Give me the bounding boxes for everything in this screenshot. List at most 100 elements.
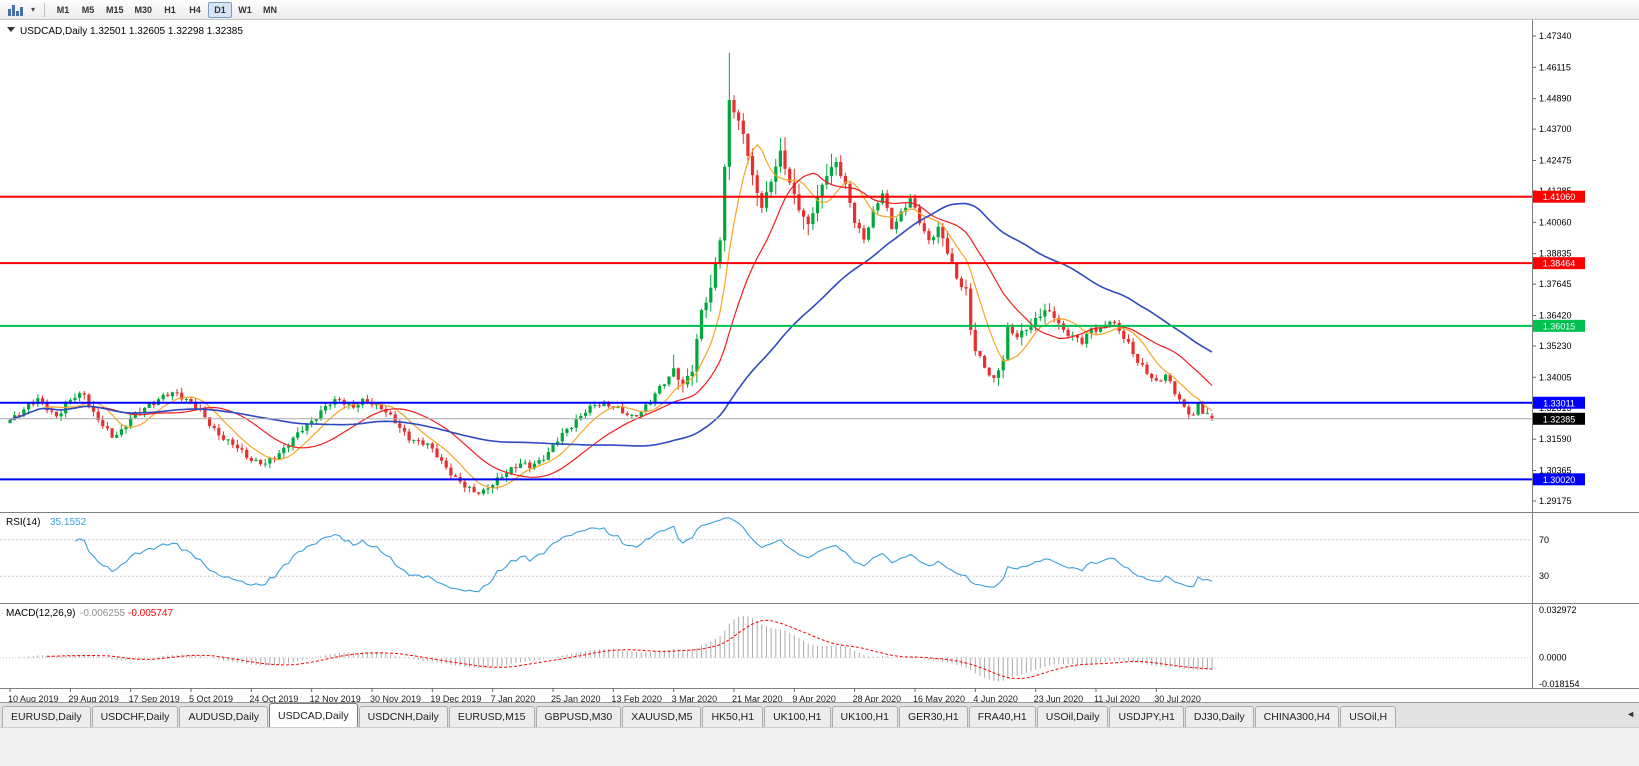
date-axis-label: 4 Jun 2020 (973, 694, 1018, 702)
chart-tab-uk100-h1[interactable]: UK100,H1 (831, 706, 898, 727)
price-axis-label: 1.42475 (1539, 155, 1572, 165)
date-axis-label: 5 Oct 2019 (189, 694, 233, 702)
timeframe-button-h4[interactable]: H4 (189, 4, 201, 15)
price-tag-label: 1.33011 (1543, 398, 1575, 408)
date-axis-label: 30 Jul 2020 (1154, 694, 1201, 702)
chart-tab-gbpusd-m30[interactable]: GBPUSD,M30 (535, 706, 622, 727)
price-axis-label: 1.30365 (1539, 465, 1572, 475)
date-axis-label: 28 Apr 2020 (853, 694, 902, 702)
macd-signal-line (47, 619, 1213, 680)
date-axis-label: 11 Jul 2020 (1094, 694, 1140, 702)
macd-title: MACD(12,26,9) (6, 608, 75, 619)
chart-tab-bar: EURUSD,Daily USDCHF,Daily AUDUSD,Daily USDC… (0, 702, 1639, 727)
date-axis-label: 9 Apr 2020 (792, 694, 836, 702)
chart-tab-usdcad-daily[interactable]: USDCAD,Daily (269, 703, 358, 727)
chart-tab-ger30-h1[interactable]: GER30,H1 (898, 706, 968, 727)
chart-tab-usdchf-daily[interactable]: USDCHF,Daily (91, 706, 179, 727)
price-tag-label: 1.41060 (1543, 192, 1576, 202)
timeframe-button-m15[interactable]: M15 (106, 4, 124, 15)
price-tag-label: 1.38464 (1543, 259, 1576, 269)
price-axis-label: 1.47340 (1539, 31, 1572, 41)
date-axis-label: 19 Dec 2019 (430, 694, 481, 702)
date-axis-label: 13 Feb 2020 (611, 694, 662, 702)
date-axis-label: 21 Mar 2020 (732, 694, 783, 702)
price-tag-pivot-green (1533, 319, 1585, 332)
date-axis-label: 30 Nov 2019 (370, 694, 421, 702)
chart-type-icon[interactable] (4, 2, 26, 18)
date-axis-label: 16 May 2020 (913, 694, 965, 702)
timeframe-button-h1[interactable]: H1 (164, 4, 176, 15)
price-tag-resistance-lower (1533, 257, 1585, 270)
chart-tab-china300-h4[interactable]: CHINA300,H4 (1254, 706, 1340, 727)
date-axis-label: 17 Sep 2019 (129, 694, 180, 702)
chart-background[interactable] (0, 20, 1639, 702)
tab-scroll-left-button[interactable]: ◄ (1626, 709, 1635, 719)
price-tag-support-lower (1533, 473, 1585, 486)
price-tag-label: 1.36015 (1543, 321, 1576, 331)
toolbar-separator (44, 2, 45, 17)
macd-histogram (18, 615, 1213, 682)
macd-panel (0, 615, 1532, 682)
date-axis-label: 10 Aug 2019 (8, 694, 59, 702)
rsi-value: 35.1552 (50, 517, 87, 528)
price-axis-label: 1.46115 (1539, 62, 1571, 72)
ma-line-20 (9, 172, 1213, 478)
timeframe-button-mn[interactable]: MN (263, 4, 278, 15)
chart-tab-xauusd-m5[interactable]: XAUUSD,M5 (622, 706, 702, 727)
price-axis-label: 1.43700 (1539, 124, 1572, 134)
price-axis-label: 1.34005 (1539, 372, 1572, 382)
ma-line-55 (9, 202, 1213, 447)
price-tag-support-upper (1533, 396, 1585, 409)
chart-tab-audusd-daily[interactable]: AUDUSD,Daily (179, 706, 269, 727)
price-tag-resistance-upper (1533, 190, 1585, 203)
chart-tab-usoil-daily[interactable]: USOil,Daily (1036, 706, 1109, 727)
chart-tab-uk100-h1[interactable]: UK100,H1 (764, 706, 831, 727)
chart-window: 1.473401.461151.448901.437001.424751.412… (0, 20, 1639, 704)
price-axis-label: 1.31590 (1539, 434, 1572, 444)
chart-tab-usdjpy-h1[interactable]: USDJPY,H1 (1109, 706, 1184, 727)
chart-tab-eurusd-daily[interactable]: EURUSD,Daily (2, 706, 91, 727)
date-axis-label: 3 Mar 2020 (672, 694, 718, 702)
date-axis-label: 12 Nov 2019 (310, 694, 361, 702)
chart-tab-usdcnh-daily[interactable]: USDCNH,Daily (358, 706, 448, 727)
chart-tab-eurusd-m15[interactable]: EURUSD,M15 (448, 706, 535, 727)
macd-axis-label: 0.032972 (1539, 605, 1577, 615)
date-axis: 10 Aug 2019 29 Aug 2019 17 Sep 2019 5 Oct 2… (8, 688, 1201, 704)
dropdown-caret-icon[interactable]: ▾ (30, 4, 35, 14)
timeframe-button-m30[interactable]: M30 (134, 4, 153, 15)
timeframe-button-d1[interactable]: D1 (208, 1, 233, 18)
price-axis-label: 1.38835 (1539, 249, 1572, 259)
macd-axis-label: 0.0000 (1539, 653, 1567, 663)
bid-price-tag-label: 1.32385 (1543, 414, 1576, 424)
price-chart[interactable]: 1.473401.461151.448901.437001.424751.412… (0, 20, 1639, 704)
macd-signal-value: -0.005747 (128, 608, 173, 619)
price-axis: 1.473401.461151.448901.437001.424751.412… (1532, 31, 1572, 506)
chart-tab-fra40-h1[interactable]: FRA40,H1 (968, 706, 1036, 727)
timeframe-button-m5[interactable]: M5 (81, 4, 95, 15)
timeframe-button-w1[interactable]: W1 (238, 4, 252, 15)
rsi-line (74, 517, 1213, 593)
price-axis-label: 1.37645 (1539, 279, 1572, 289)
chart-tab-dj30-daily[interactable]: DJ30,Daily (1184, 706, 1254, 727)
chart-tab-hk50-h1[interactable]: HK50,H1 (702, 706, 764, 727)
symbol-marker-icon[interactable] (7, 27, 15, 32)
rsi-title: RSI(14) (6, 517, 40, 528)
timeframe-button-m1[interactable]: M1 (56, 4, 70, 15)
date-axis-label: 25 Jan 2020 (551, 694, 601, 702)
bid-price-tag (1533, 412, 1585, 425)
date-axis-label: 24 Oct 2019 (249, 694, 298, 702)
macd-main-value: -0.006255 (80, 608, 125, 619)
status-strip (0, 727, 1639, 766)
rsi-panel: 70 30 (0, 517, 1549, 593)
date-axis-label: 7 Jan 2020 (491, 694, 536, 702)
timeframe-buttons: M1 M5 M15 M30 H1 H4 D1 W1 MN (51, 1, 282, 18)
price-axis-label: 1.40060 (1539, 217, 1572, 227)
macd-axis-label: -0.018154 (1539, 679, 1580, 689)
timeframe-toolbar: ▾ M1 M5 M15 M30 H1 H4 D1 W1 MN (0, 0, 1639, 20)
price-axis-label: 1.35230 (1539, 341, 1572, 351)
chart-tab-usoil-h[interactable]: USOil,H (1340, 706, 1397, 727)
date-axis-label: 29 Aug 2019 (68, 694, 119, 702)
price-axis-label: 1.36420 (1539, 310, 1572, 320)
price-axis-label: 1.44890 (1539, 94, 1572, 104)
